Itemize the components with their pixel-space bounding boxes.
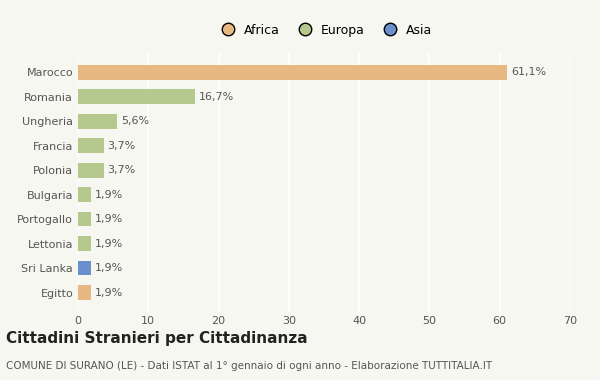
Bar <box>78 212 91 226</box>
Text: 1,9%: 1,9% <box>95 239 123 249</box>
Bar <box>78 261 91 276</box>
Text: 5,6%: 5,6% <box>121 116 149 126</box>
Text: 1,9%: 1,9% <box>95 190 123 200</box>
Text: 3,7%: 3,7% <box>107 165 136 175</box>
Text: Cittadini Stranieri per Cittadinanza: Cittadini Stranieri per Cittadinanza <box>6 331 308 345</box>
Text: 3,7%: 3,7% <box>107 141 136 151</box>
Text: 61,1%: 61,1% <box>511 67 546 77</box>
Bar <box>78 65 508 80</box>
Text: COMUNE DI SURANO (LE) - Dati ISTAT al 1° gennaio di ogni anno - Elaborazione TUT: COMUNE DI SURANO (LE) - Dati ISTAT al 1°… <box>6 361 492 371</box>
Bar <box>78 285 91 300</box>
Bar <box>78 236 91 251</box>
Bar <box>78 114 118 128</box>
Text: 16,7%: 16,7% <box>199 92 234 102</box>
Bar <box>78 163 104 177</box>
Bar <box>78 138 104 153</box>
Text: 1,9%: 1,9% <box>95 214 123 224</box>
Legend: Africa, Europa, Asia: Africa, Europa, Asia <box>211 19 437 42</box>
Text: 1,9%: 1,9% <box>95 263 123 273</box>
Bar <box>78 187 91 202</box>
Text: 1,9%: 1,9% <box>95 288 123 298</box>
Bar <box>78 89 196 104</box>
